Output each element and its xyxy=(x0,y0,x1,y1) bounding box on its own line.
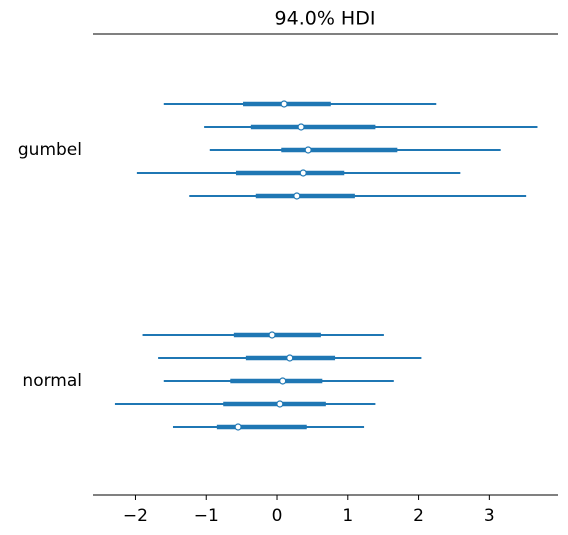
median-point xyxy=(286,354,294,362)
median-point xyxy=(268,331,276,339)
median-point xyxy=(293,192,301,200)
median-point xyxy=(297,123,305,131)
median-point xyxy=(279,377,287,385)
x-tick-label: 2 xyxy=(413,506,424,526)
x-tick-label: 3 xyxy=(484,506,495,526)
x-tick-label: −1 xyxy=(194,506,219,526)
median-point xyxy=(304,146,312,154)
group-label: gumbel xyxy=(18,140,82,160)
median-point xyxy=(280,100,288,108)
x-tick-label: 0 xyxy=(272,506,283,526)
chart-title: 94.0% HDI xyxy=(275,8,376,30)
median-point xyxy=(276,400,284,408)
x-tick-label: −2 xyxy=(123,506,148,526)
group-label: normal xyxy=(22,371,82,391)
median-point xyxy=(299,169,307,177)
median-point xyxy=(234,423,242,431)
x-tick-label: 1 xyxy=(342,506,353,526)
